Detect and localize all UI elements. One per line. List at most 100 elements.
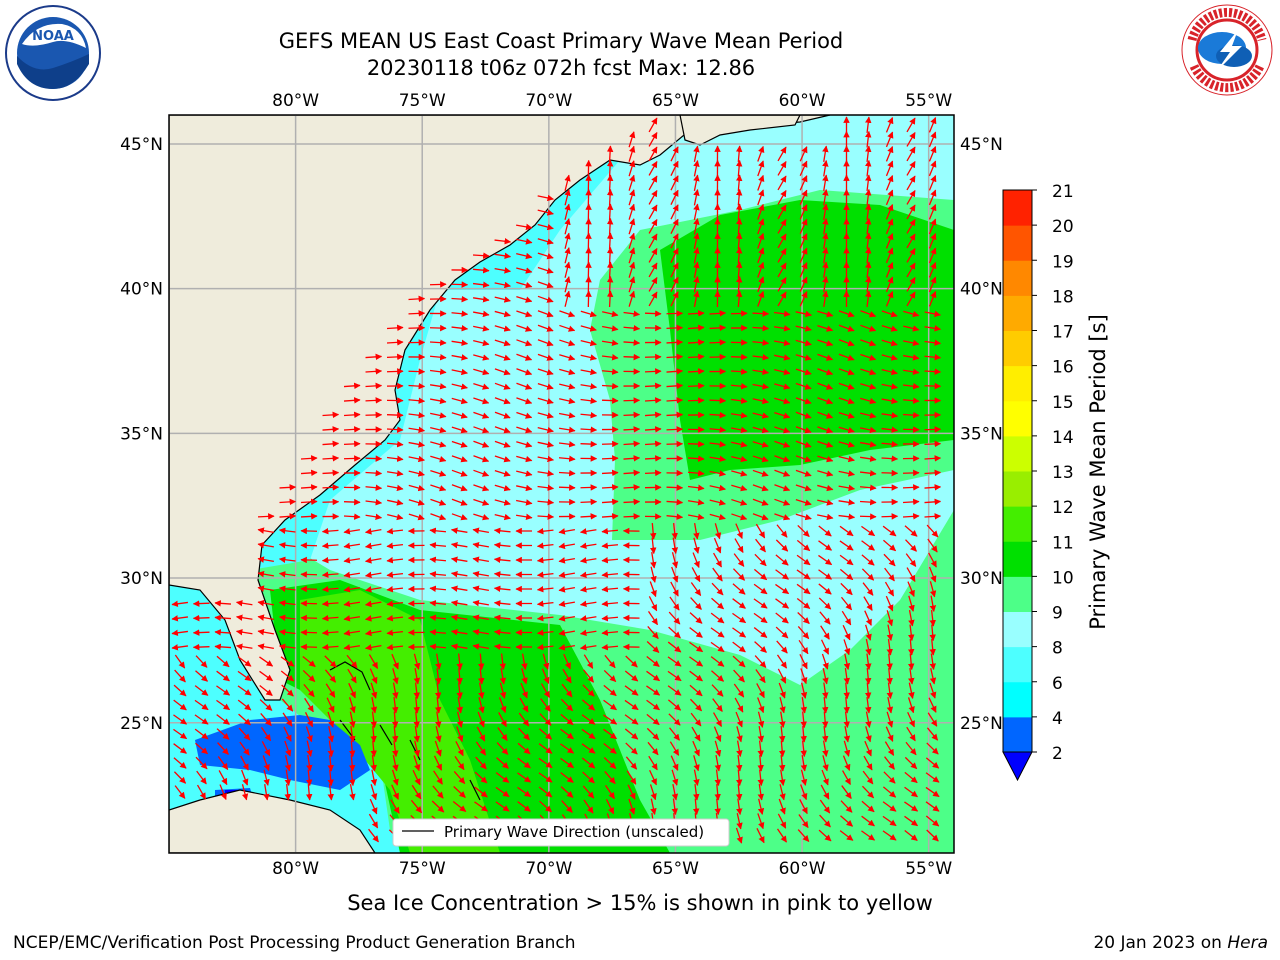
lat-tick-right: 45°N <box>960 135 1003 155</box>
wave-direction-arrow <box>646 699 660 711</box>
wave-direction-arrow <box>799 160 808 177</box>
wave-direction-arrow <box>735 246 743 264</box>
wave-direction-arrow <box>579 615 597 622</box>
wave-direction-arrow <box>408 441 426 448</box>
wave-direction-arrow <box>647 626 659 640</box>
wave-direction-arrow <box>928 232 937 249</box>
wave-direction-arrow <box>817 455 834 463</box>
wave-direction-arrow <box>671 566 679 583</box>
wave-direction-arrow <box>799 175 808 191</box>
wave-direction-arrow <box>451 354 469 361</box>
wave-direction-arrow <box>838 513 856 520</box>
wave-direction-arrow <box>646 685 661 696</box>
wave-direction-arrow <box>537 223 554 231</box>
wave-direction-arrow <box>558 441 576 448</box>
wave-direction-arrow <box>450 570 468 578</box>
lat-tick-right: 35°N <box>960 424 1003 444</box>
wave-direction-arrow <box>859 513 877 520</box>
wave-direction-arrow <box>429 600 447 607</box>
wave-direction-arrow <box>778 682 786 699</box>
sea-ice-note: Sea Ice Concentration > 15% is shown in … <box>347 891 933 915</box>
wave-direction-arrow <box>435 667 442 685</box>
wave-direction-arrow <box>516 470 533 477</box>
wave-direction-arrow <box>365 499 383 506</box>
wave-direction-arrow <box>775 612 789 624</box>
wave-direction-arrow <box>343 528 361 535</box>
wave-direction-arrow <box>752 412 769 419</box>
wave-direction-arrow <box>580 354 597 361</box>
wave-direction-arrow <box>257 643 274 650</box>
wave-direction-arrow <box>773 325 791 332</box>
wave-direction-arrow <box>644 368 662 375</box>
wave-direction-arrow <box>429 542 447 549</box>
wave-direction-arrow <box>757 276 765 293</box>
wave-direction-arrow <box>796 583 811 595</box>
wave-direction-arrow <box>478 682 485 700</box>
wave-direction-arrow <box>537 324 554 332</box>
wave-direction-arrow <box>451 513 468 521</box>
wave-direction-arrow <box>711 684 724 697</box>
wave-direction-arrow <box>799 247 808 264</box>
wave-direction-arrow <box>754 641 767 653</box>
wave-direction-arrow <box>601 527 619 535</box>
wave-direction-arrow <box>499 653 506 671</box>
wave-direction-arrow <box>752 441 769 448</box>
wave-direction-arrow <box>800 682 808 699</box>
wave-direction-arrow <box>601 368 619 375</box>
lon-tick-top: 70°W <box>525 91 572 111</box>
wave-direction-arrow <box>343 440 361 448</box>
wave-direction-arrow <box>712 567 723 582</box>
wave-direction-arrow <box>820 639 830 655</box>
wave-direction-arrow <box>343 382 361 390</box>
wave-direction-arrow <box>537 238 554 245</box>
wave-direction-arrow <box>774 354 791 361</box>
wave-direction-arrow <box>735 159 743 177</box>
wave-direction-arrow <box>580 368 598 376</box>
wave-direction-arrow <box>929 653 937 671</box>
wave-direction-arrow <box>408 513 425 521</box>
wave-direction-arrow <box>648 233 658 249</box>
wave-direction-arrow <box>690 597 702 610</box>
wave-direction-arrow <box>494 411 511 419</box>
wave-direction-arrow <box>473 354 490 361</box>
wave-direction-arrow <box>604 654 616 669</box>
wave-direction-arrow <box>929 581 937 598</box>
wave-direction-arrow <box>623 498 641 506</box>
wave-direction-arrow <box>757 160 765 177</box>
footer-machine: Hera <box>1227 933 1268 953</box>
wave-direction-arrow <box>687 310 705 317</box>
wave-direction-arrow <box>259 699 273 711</box>
wave-direction-arrow <box>516 252 533 260</box>
wave-direction-arrow <box>709 441 727 448</box>
wave-direction-arrow <box>859 484 877 491</box>
wave-direction-arrow <box>795 484 812 492</box>
wave-direction-arrow <box>906 277 916 292</box>
wave-direction-arrow <box>516 382 533 390</box>
wave-direction-arrow <box>537 194 554 202</box>
wave-direction-arrow <box>429 383 447 390</box>
wave-direction-arrow <box>343 411 361 419</box>
lon-tick-top: 60°W <box>779 91 826 111</box>
wave-direction-arrow <box>752 383 770 390</box>
wave-direction-arrow <box>797 524 810 538</box>
wave-direction-arrow <box>364 571 382 579</box>
wave-direction-arrow <box>430 426 447 434</box>
wave-direction-arrow <box>392 696 399 714</box>
wave-direction-arrow <box>884 581 895 597</box>
wave-direction-arrow <box>928 552 937 568</box>
wave-direction-arrow <box>521 653 528 671</box>
wave-direction-arrow <box>365 353 383 361</box>
wave-direction-arrow <box>838 411 855 419</box>
wave-direction-arrow <box>924 382 942 390</box>
wave-direction-arrow <box>558 542 575 550</box>
wave-direction-arrow <box>558 571 575 579</box>
wave-direction-arrow <box>735 188 743 206</box>
colorbar-segment <box>1003 716 1032 753</box>
wave-direction-arrow <box>649 522 657 540</box>
wave-direction-arrow <box>580 498 598 506</box>
wave-direction-arrow <box>392 668 399 685</box>
wave-direction-arrow <box>906 146 916 162</box>
wave-direction-arrow <box>709 470 726 477</box>
wave-direction-arrow <box>774 455 791 463</box>
wave-direction-arrow <box>667 685 682 696</box>
